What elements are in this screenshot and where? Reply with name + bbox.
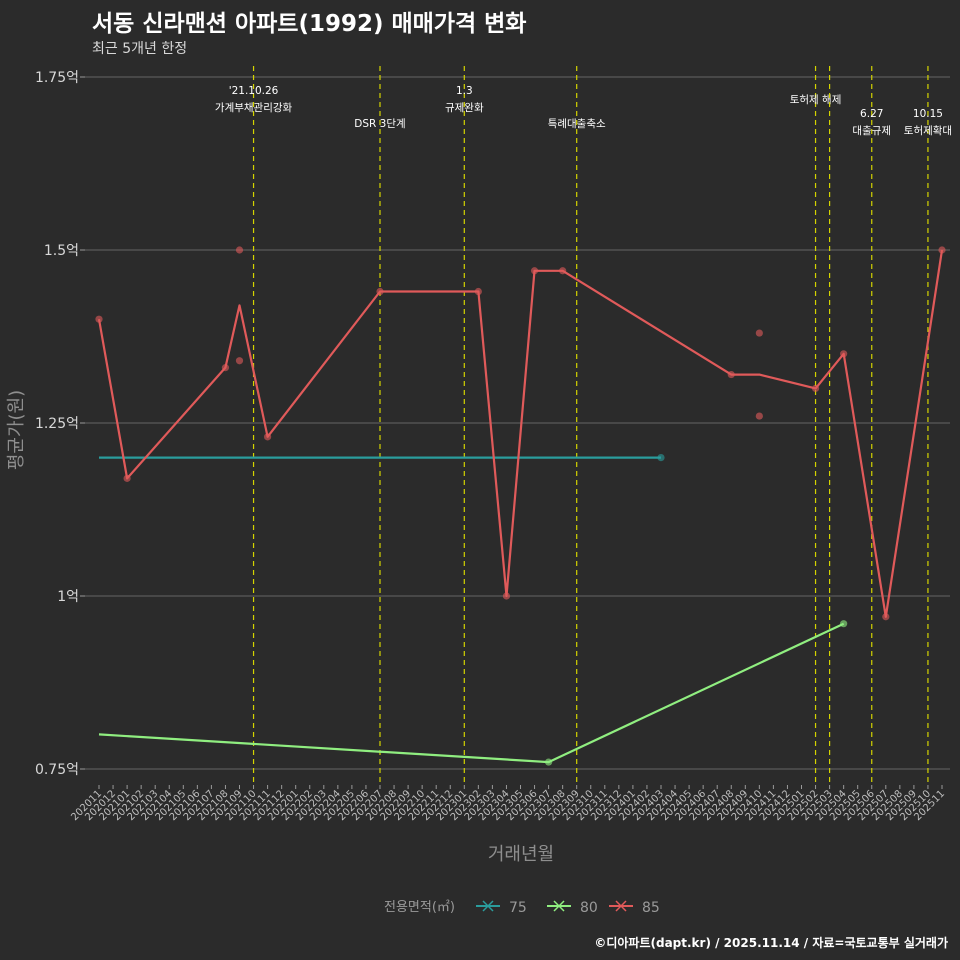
data-point-85 bbox=[530, 267, 539, 275]
data-point-75 bbox=[657, 454, 665, 462]
source-credit: ©디아파트(dapt.kr) / 2025.11.14 / 자료=국토교통부 실… bbox=[594, 936, 948, 950]
y-tick-label: 0.75억 bbox=[35, 762, 79, 778]
legend-label: 75 bbox=[509, 900, 527, 916]
data-point-85 bbox=[502, 592, 511, 600]
data-point-85 bbox=[474, 287, 482, 296]
x-axis-title: 거래년월 bbox=[488, 844, 554, 865]
data-point-85 bbox=[840, 350, 848, 358]
event-label: 대출규제 bbox=[852, 125, 891, 137]
data-point-85 bbox=[727, 370, 735, 379]
legend-title: 전용면적(㎡) bbox=[384, 900, 455, 915]
chart-title: 서동 신라맨션 아파트(1992) 매매가격 변화 bbox=[92, 11, 527, 37]
legend-label: 80 bbox=[580, 900, 598, 916]
data-point-85 bbox=[95, 315, 103, 323]
y-axis-title: 평균가(원) bbox=[6, 390, 27, 470]
data-point-85 bbox=[755, 329, 763, 337]
series-line-80 bbox=[98, 622, 845, 764]
event-label: 특례대출축소 bbox=[548, 118, 606, 130]
event-label: 토허제확대 bbox=[904, 124, 952, 137]
y-tick-label: 1억 bbox=[57, 589, 79, 605]
data-point-85 bbox=[235, 246, 244, 254]
x-axis: 2020112020122021012021022021032021042021… bbox=[69, 785, 947, 823]
data-point-85 bbox=[882, 613, 890, 621]
y-axis: 0.75억 1억 1.25억 1.5억 1.75억 bbox=[35, 70, 85, 778]
legend-label: 85 bbox=[642, 900, 660, 916]
event-label: 6.27 bbox=[860, 108, 883, 120]
y-tick-label: 1.75억 bbox=[35, 70, 79, 86]
event-label: 규제완화 bbox=[445, 101, 484, 114]
data-point-85 bbox=[938, 246, 946, 254]
y-tick-label: 1.25억 bbox=[35, 416, 79, 432]
event-label: 1.3 bbox=[456, 85, 473, 97]
data-point-85 bbox=[221, 364, 230, 372]
data-point-80 bbox=[840, 620, 848, 628]
series-layer bbox=[95, 246, 946, 766]
legend-key-85 bbox=[615, 900, 627, 912]
event-label: 토허제 해제 bbox=[790, 93, 842, 106]
y-tick-label: 1.5억 bbox=[44, 243, 79, 259]
series-line-85 bbox=[97, 249, 944, 618]
event-label: DSR 3단계 bbox=[354, 118, 405, 130]
data-point-85 bbox=[264, 433, 272, 441]
data-point-85 bbox=[559, 267, 567, 275]
data-point-85 bbox=[123, 474, 131, 482]
data-point-85 bbox=[811, 384, 820, 392]
legend-key-75 bbox=[482, 900, 494, 912]
data-point-85 bbox=[376, 287, 384, 296]
legend-key-80 bbox=[553, 900, 565, 912]
chart-subtitle: 최근 5개년 한정 bbox=[92, 41, 188, 57]
event-label: 10.15 bbox=[913, 108, 943, 120]
data-point-85 bbox=[755, 412, 763, 420]
event-label: 가계부채관리강화 bbox=[215, 102, 293, 114]
data-point-80 bbox=[545, 758, 553, 766]
grid bbox=[85, 76, 950, 770]
event-label: '21.10.26 bbox=[229, 85, 279, 97]
data-point-85 bbox=[235, 357, 244, 365]
legend: 전용면적(㎡) 75 80 85 bbox=[384, 900, 660, 916]
